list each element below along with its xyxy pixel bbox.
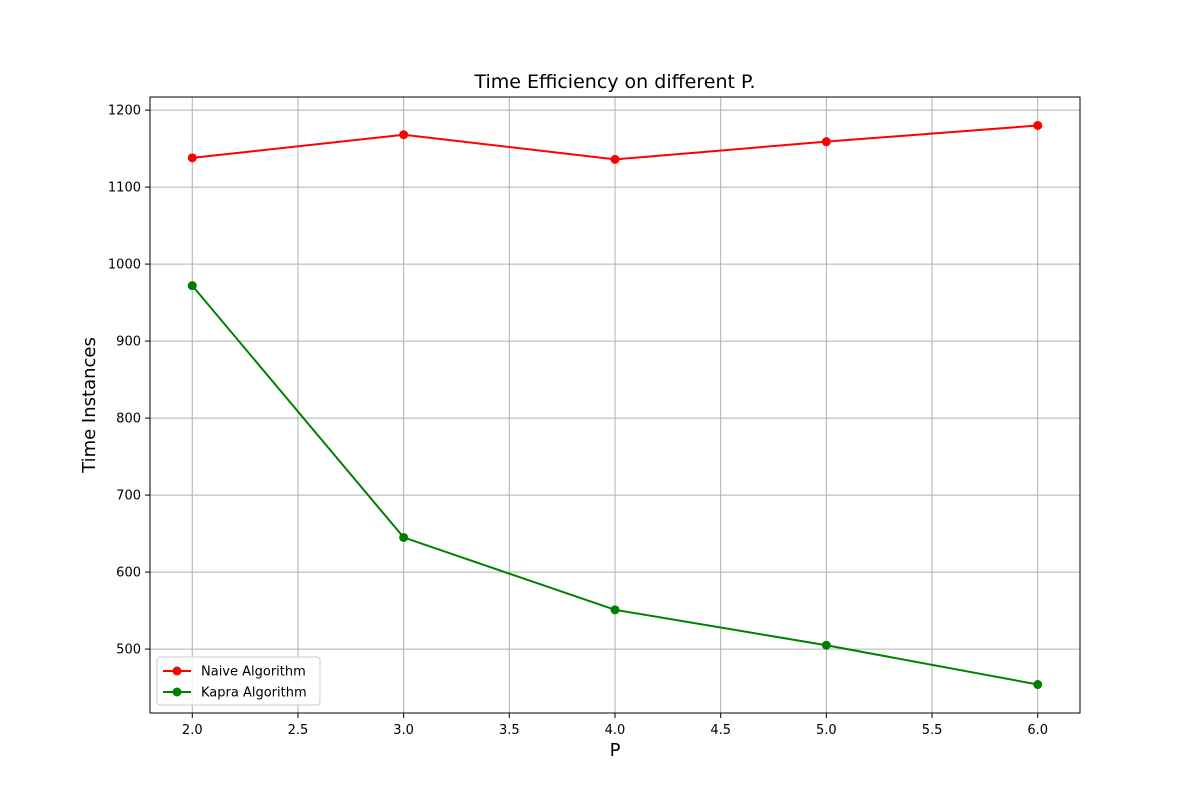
axis-ticks: 2.0 2.5 3.0 3.5 4.0 4.5 5.0 5.5 6.0 500 600 700 800 9… — [108, 104, 1048, 738]
legend-box — [156, 656, 321, 706]
data-point — [610, 605, 620, 615]
y-tick-label: 800 — [116, 412, 141, 427]
legend-label: Kapra Algorithm — [201, 686, 307, 701]
x-tick-label: 5.0 — [816, 723, 837, 738]
x-tick-label: 2.5 — [288, 723, 309, 738]
y-tick-label: 1100 — [108, 181, 141, 196]
data-point — [399, 532, 409, 542]
legend-item-kapra-algorithm: Kapra Algorithm — [163, 686, 307, 701]
y-tick-label: 600 — [116, 566, 141, 581]
data-point — [187, 153, 197, 163]
y-tick-label: 500 — [116, 643, 141, 658]
x-tick-label: 2.0 — [182, 723, 203, 738]
grid — [150, 97, 1080, 713]
series-naive-algorithm — [187, 120, 1043, 164]
x-tick-label: 6.0 — [1027, 723, 1048, 738]
x-tick-label: 3.5 — [499, 723, 520, 738]
legend-swatch-marker — [172, 666, 182, 676]
data-point — [187, 281, 197, 291]
y-tick-label: 1200 — [108, 104, 141, 119]
legend: Naive Algorithm Kapra Algorithm — [156, 656, 321, 706]
y-tick-label: 900 — [116, 335, 141, 350]
x-tick-label: 3.0 — [393, 723, 414, 738]
x-tick-label: 4.0 — [605, 723, 626, 738]
x-axis-label: P — [610, 740, 621, 761]
legend-swatch-marker — [172, 687, 182, 697]
data-point — [1033, 120, 1043, 130]
x-tick-label: 4.5 — [710, 723, 731, 738]
data-point — [610, 154, 620, 164]
data-point — [821, 137, 831, 147]
y-axis-label: Time Instances — [79, 337, 100, 474]
y-tick-label: 700 — [116, 489, 141, 504]
data-point — [1033, 680, 1043, 690]
data-point — [399, 130, 409, 140]
y-tick-label: 1000 — [108, 258, 141, 273]
data-point — [821, 640, 831, 650]
x-tick-label: 5.5 — [922, 723, 943, 738]
chart-title: Time Efficiency on different P. — [473, 71, 755, 93]
series-kapra-algorithm — [187, 281, 1043, 690]
series-group — [187, 120, 1043, 690]
legend-label: Naive Algorithm — [201, 665, 306, 680]
legend-item-naive-algorithm: Naive Algorithm — [163, 665, 306, 680]
